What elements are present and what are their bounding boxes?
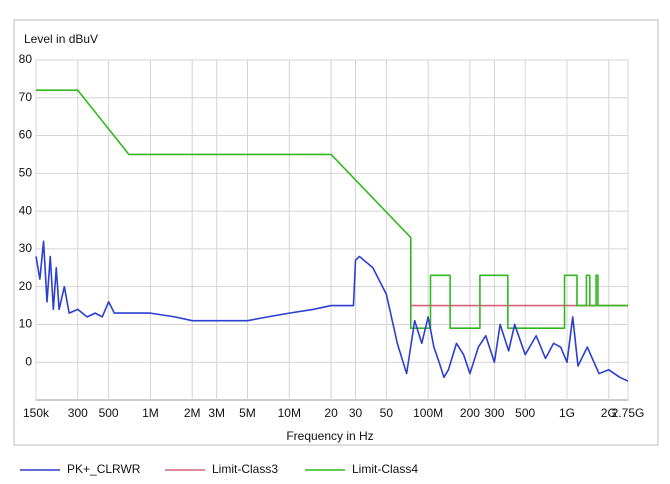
series-line (35, 240, 629, 382)
x-tick-label: 1G (559, 406, 575, 420)
x-tick-label: 1M (142, 406, 159, 420)
x-tick-label: 3M (208, 406, 225, 420)
x-tick-label: 150k (23, 406, 50, 420)
x-tick-label: 50 (380, 406, 394, 420)
legend-label: Limit-Class4 (352, 462, 418, 476)
x-tick-label: 2M (184, 406, 201, 420)
y-tick-label: 30 (19, 241, 33, 255)
x-tick-label: 300 (68, 406, 88, 420)
x-tick-label: 2.75G (612, 406, 645, 420)
x-tick-label: 100M (413, 406, 443, 420)
frame (13, 19, 659, 446)
y-tick-label: 50 (19, 166, 33, 180)
x-tick-label: 20 (324, 406, 338, 420)
legend-label: PK+_CLRWR (67, 462, 141, 476)
x-tick-label: 500 (515, 406, 535, 420)
y-tick-label: 40 (19, 203, 33, 217)
x-tick-label: 200 (460, 406, 480, 420)
y-tick-label: 80 (19, 52, 33, 66)
y-tick-label: 70 (19, 90, 33, 104)
x-tick-label: 300 (484, 406, 504, 420)
y-tick-label: 0 (25, 354, 32, 368)
y-tick-label: 20 (19, 279, 33, 293)
x-tick-label: 2G (601, 406, 617, 420)
x-axis-label: Frequency in Hz (286, 429, 373, 443)
x-tick-label: 10M (278, 406, 301, 420)
x-tick-label: 500 (99, 406, 119, 420)
y-tick-label: 60 (19, 128, 33, 142)
legend-label: Limit-Class3 (212, 462, 278, 476)
plot-area (35, 59, 629, 401)
x-tick-label: 30 (349, 406, 363, 420)
y-axis-label: Level in dBuV (24, 32, 98, 46)
x-tick-label: 5M (239, 406, 256, 420)
y-tick-label: 10 (19, 317, 33, 331)
series-line (36, 89, 628, 330)
